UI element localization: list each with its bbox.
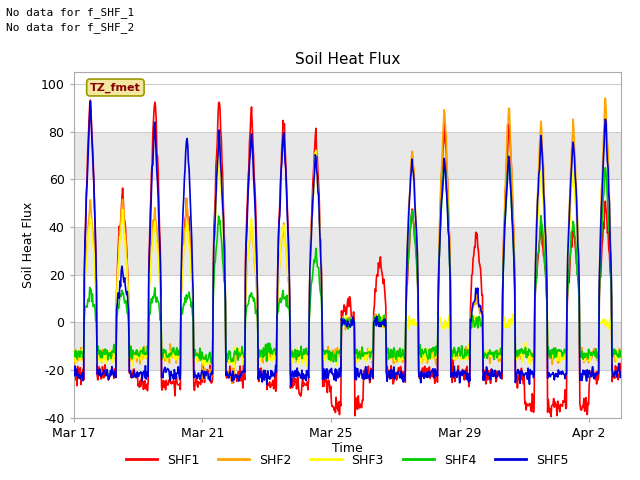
X-axis label: Time: Time — [332, 443, 363, 456]
Bar — [74, 179, 621, 227]
Text: TZ_fmet: TZ_fmet — [90, 83, 141, 93]
Bar — [74, 275, 621, 322]
Bar — [74, 84, 621, 132]
Bar — [74, 322, 621, 370]
Bar — [74, 370, 621, 418]
Text: No data for f_SHF_1: No data for f_SHF_1 — [6, 7, 134, 18]
Legend: SHF1, SHF2, SHF3, SHF4, SHF5: SHF1, SHF2, SHF3, SHF4, SHF5 — [120, 449, 574, 472]
Title: Soil Heat Flux: Soil Heat Flux — [294, 52, 400, 67]
Bar — [74, 227, 621, 275]
Y-axis label: Soil Heat Flux: Soil Heat Flux — [22, 202, 35, 288]
Text: No data for f_SHF_2: No data for f_SHF_2 — [6, 22, 134, 33]
Bar — [74, 132, 621, 179]
